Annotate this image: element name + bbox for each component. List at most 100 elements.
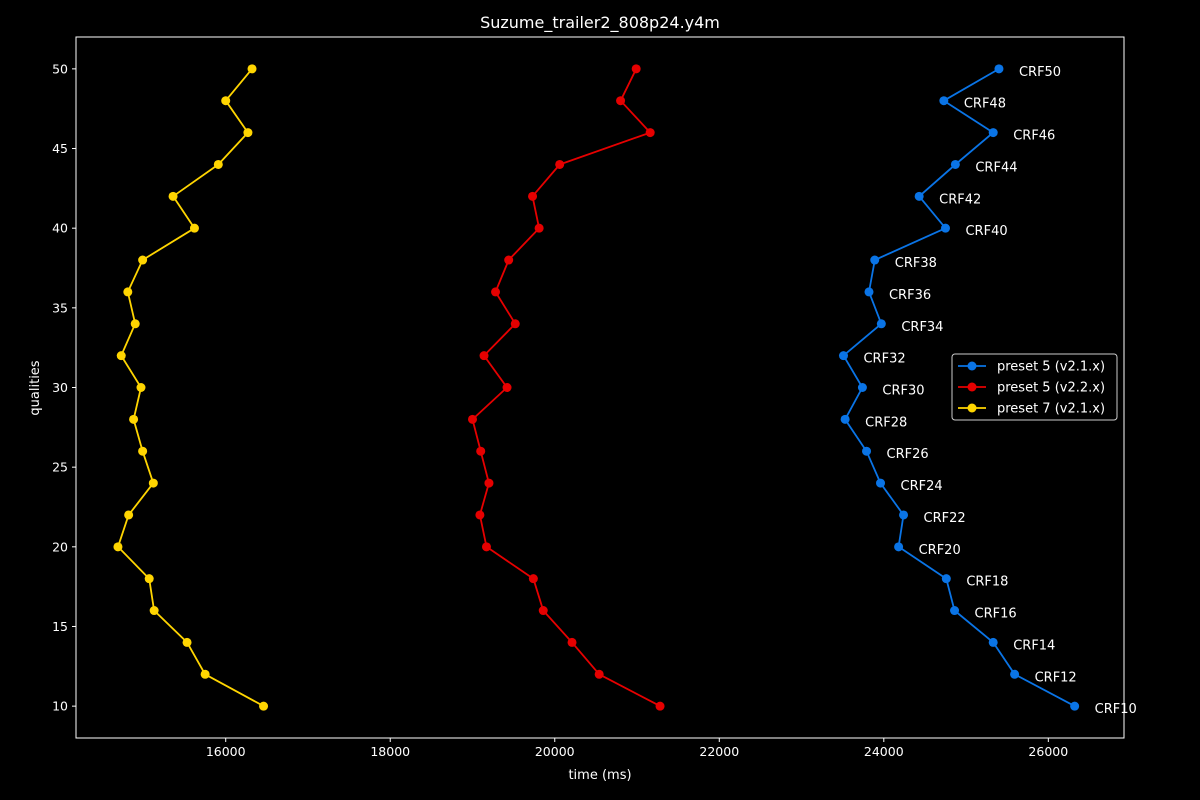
data-point [189, 223, 199, 233]
legend-label: preset 5 (v2.2.x) [997, 381, 1105, 396]
data-point [941, 574, 951, 584]
data-point [876, 478, 886, 488]
crf-label: CRF44 [975, 160, 1017, 175]
data-point [182, 637, 192, 647]
data-point [144, 574, 154, 584]
crf-label: CRF18 [966, 575, 1008, 590]
data-point [555, 159, 565, 169]
data-point [940, 223, 950, 233]
data-point [149, 606, 159, 616]
data-point [528, 574, 538, 584]
x-tick-label: 16000 [206, 744, 246, 759]
data-point [200, 669, 210, 679]
data-point [1070, 701, 1080, 711]
crf-label: CRF20 [919, 543, 961, 558]
data-point [259, 701, 269, 711]
data-point [899, 510, 909, 520]
crf-label: CRF28 [865, 415, 907, 430]
crf-label: CRF22 [924, 511, 966, 526]
data-point [645, 128, 655, 138]
crf-label: CRF32 [863, 352, 905, 367]
data-point [491, 287, 501, 297]
y-tick-label: 25 [52, 460, 68, 475]
y-tick-label: 20 [52, 539, 68, 554]
x-axis-label: time (ms) [568, 768, 631, 783]
data-point [484, 478, 494, 488]
data-point [481, 542, 491, 552]
data-point [213, 159, 223, 169]
data-point [594, 669, 604, 679]
data-point [148, 478, 158, 488]
crf-label: CRF46 [1013, 129, 1055, 144]
legend-marker [967, 361, 977, 371]
data-point [136, 383, 146, 392]
chart-title: Suzume_trailer2_808p24.y4m [480, 13, 720, 33]
data-point [988, 637, 998, 647]
crf-label: CRF34 [901, 320, 943, 335]
crf-label: CRF10 [1095, 702, 1137, 717]
data-point [914, 191, 924, 201]
legend: preset 5 (v2.1.x) preset 5 (v2.2.x) preset… [951, 353, 1118, 421]
crf-label: CRF50 [1019, 65, 1061, 80]
data-point [123, 287, 133, 297]
data-point [939, 96, 949, 106]
data-point [113, 542, 123, 552]
crf-label: CRF30 [882, 384, 924, 399]
data-point [950, 606, 960, 616]
x-axis: 16000 18000 20000 22000 24000 26000 [206, 738, 1068, 759]
data-point [124, 510, 134, 520]
crf-label: CRF12 [1035, 670, 1077, 685]
data-point [857, 383, 867, 392]
data-point [838, 351, 848, 361]
data-point [616, 96, 626, 106]
y-tick-label: 45 [52, 141, 68, 156]
x-tick-label: 26000 [1028, 744, 1068, 759]
point-label-layer: CRF50 CRF48 CRF46 CRF44 CRF42 CRF40 CRF38 CRF36… [863, 65, 1136, 717]
y-tick-label: 50 [52, 61, 68, 76]
legend-marker [967, 403, 977, 413]
data-point [247, 64, 257, 74]
data-point [567, 637, 577, 647]
data-point [168, 191, 178, 201]
y-tick-label: 35 [52, 300, 68, 315]
y-tick-label: 40 [52, 221, 68, 236]
y-tick-label: 10 [52, 699, 68, 714]
data-point [1010, 669, 1020, 679]
data-point [528, 191, 538, 201]
x-tick-label: 20000 [535, 744, 575, 759]
data-point [876, 319, 886, 329]
data-point [950, 159, 960, 169]
data-point [138, 446, 148, 456]
data-point [476, 446, 486, 456]
y-tick-label: 15 [52, 619, 68, 634]
data-point [467, 414, 477, 424]
x-tick-label: 22000 [699, 744, 739, 759]
y-axis-label: qualities [28, 360, 43, 415]
data-point [138, 255, 148, 265]
data-point [862, 446, 872, 456]
data-point [479, 351, 489, 361]
data-point [538, 606, 548, 616]
data-point [129, 414, 139, 424]
data-point [870, 255, 880, 265]
data-point [243, 128, 253, 138]
data-point [534, 223, 544, 233]
legend-label: preset 5 (v2.1.x) [997, 360, 1105, 375]
data-point [130, 319, 140, 329]
x-tick-label: 18000 [370, 744, 410, 759]
crf-label: CRF40 [965, 224, 1007, 239]
crf-label: CRF14 [1013, 638, 1055, 653]
crf-label: CRF36 [889, 288, 931, 303]
crf-label: CRF16 [975, 607, 1017, 622]
data-point [894, 542, 904, 552]
crf-label: CRF26 [887, 447, 929, 462]
data-point [840, 414, 850, 424]
x-tick-label: 24000 [864, 744, 904, 759]
data-point [994, 64, 1004, 74]
data-point [475, 510, 485, 520]
crf-label: CRF42 [939, 192, 981, 207]
crf-label: CRF48 [964, 97, 1006, 112]
legend-marker [967, 382, 977, 392]
data-point [631, 64, 641, 74]
